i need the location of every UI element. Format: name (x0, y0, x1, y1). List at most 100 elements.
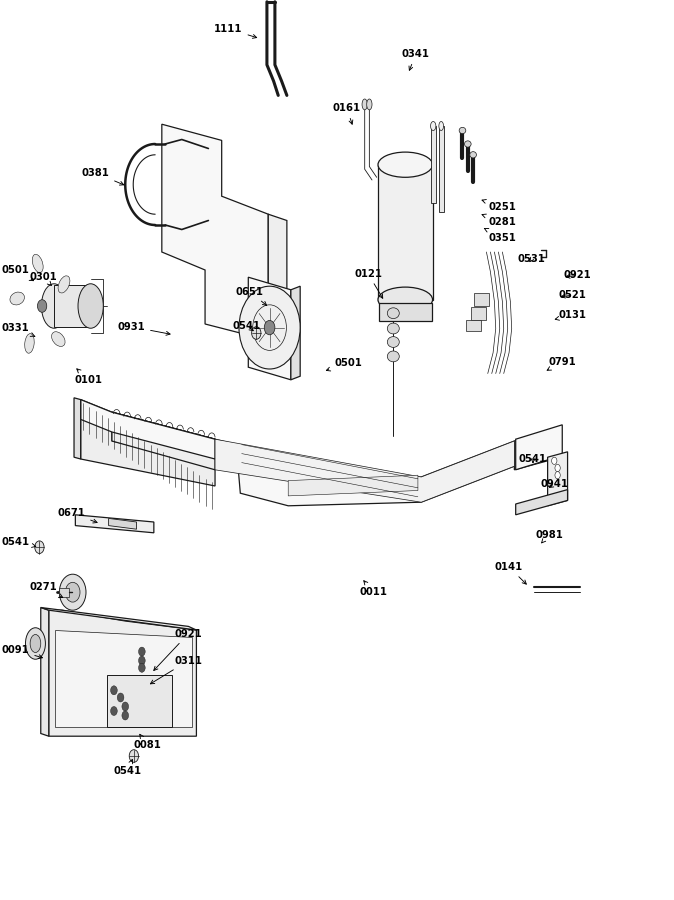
Text: 0121: 0121 (354, 268, 383, 298)
Polygon shape (378, 165, 433, 300)
Polygon shape (248, 277, 291, 380)
Polygon shape (74, 398, 81, 459)
FancyBboxPatch shape (474, 293, 489, 306)
Text: 0161: 0161 (333, 103, 361, 124)
Text: 0311: 0311 (150, 655, 202, 684)
Text: 0251: 0251 (482, 200, 516, 212)
Ellipse shape (25, 334, 34, 353)
Text: 0351: 0351 (485, 229, 516, 243)
Text: 0931: 0931 (117, 321, 170, 336)
Polygon shape (109, 518, 137, 529)
Ellipse shape (52, 332, 65, 347)
Polygon shape (268, 214, 287, 346)
Ellipse shape (30, 634, 40, 652)
Text: 0131: 0131 (555, 310, 587, 320)
Circle shape (122, 702, 129, 711)
Text: 0541: 0541 (519, 454, 547, 464)
Text: 0501: 0501 (1, 265, 34, 281)
Text: 0271: 0271 (30, 581, 63, 598)
Ellipse shape (459, 128, 466, 133)
Ellipse shape (464, 140, 471, 147)
Polygon shape (55, 630, 192, 727)
Circle shape (555, 464, 560, 472)
Circle shape (251, 327, 261, 339)
Ellipse shape (41, 284, 67, 328)
Text: 0651: 0651 (236, 286, 267, 305)
Circle shape (551, 457, 557, 464)
Polygon shape (514, 428, 561, 470)
Polygon shape (291, 286, 300, 380)
Circle shape (139, 656, 145, 665)
Text: 0141: 0141 (495, 562, 526, 584)
Text: 0541: 0541 (1, 536, 36, 547)
Text: 0671: 0671 (57, 508, 97, 523)
Ellipse shape (388, 308, 399, 319)
Ellipse shape (367, 99, 372, 110)
Polygon shape (215, 439, 514, 502)
Polygon shape (379, 303, 432, 321)
Circle shape (59, 574, 86, 610)
Ellipse shape (431, 122, 436, 130)
Polygon shape (40, 608, 49, 736)
Ellipse shape (470, 151, 477, 158)
Ellipse shape (388, 323, 399, 334)
Polygon shape (107, 675, 172, 727)
Polygon shape (431, 126, 436, 202)
Polygon shape (112, 412, 215, 470)
Text: 0331: 0331 (1, 322, 35, 337)
Text: 0091: 0091 (1, 644, 42, 659)
Circle shape (555, 472, 560, 479)
Text: 0541: 0541 (113, 760, 142, 777)
Text: 0941: 0941 (541, 479, 568, 490)
Circle shape (35, 541, 44, 554)
Text: 0081: 0081 (133, 734, 161, 751)
Polygon shape (288, 475, 418, 496)
Polygon shape (439, 126, 443, 212)
Ellipse shape (78, 284, 103, 328)
Ellipse shape (26, 628, 45, 659)
FancyBboxPatch shape (466, 320, 481, 331)
Text: 0011: 0011 (359, 580, 388, 598)
Polygon shape (40, 608, 196, 630)
Circle shape (117, 693, 124, 702)
Text: 0301: 0301 (30, 272, 57, 285)
Polygon shape (49, 610, 196, 736)
Text: 0541: 0541 (233, 320, 261, 331)
Polygon shape (81, 400, 215, 486)
Text: 0341: 0341 (402, 49, 430, 70)
Text: 0791: 0791 (547, 356, 576, 370)
Circle shape (129, 750, 139, 762)
Ellipse shape (362, 99, 367, 110)
Polygon shape (162, 124, 268, 340)
Text: 0281: 0281 (482, 214, 516, 228)
Text: 0531: 0531 (518, 254, 545, 265)
Text: 0981: 0981 (535, 529, 563, 543)
Ellipse shape (378, 152, 433, 177)
Circle shape (264, 320, 275, 335)
Polygon shape (516, 425, 562, 470)
Text: 0101: 0101 (75, 369, 102, 385)
Polygon shape (54, 285, 91, 327)
Circle shape (239, 286, 300, 369)
Ellipse shape (378, 287, 433, 312)
Text: 0501: 0501 (326, 357, 362, 371)
Text: 0921: 0921 (563, 270, 591, 281)
Ellipse shape (10, 292, 24, 305)
Ellipse shape (439, 122, 443, 130)
Circle shape (139, 663, 145, 672)
Polygon shape (516, 490, 568, 515)
Ellipse shape (388, 351, 399, 362)
Ellipse shape (388, 337, 399, 347)
Polygon shape (112, 412, 514, 506)
FancyBboxPatch shape (471, 307, 486, 320)
Polygon shape (75, 515, 154, 533)
Ellipse shape (58, 275, 70, 293)
Circle shape (65, 582, 80, 602)
Circle shape (139, 647, 145, 656)
Circle shape (111, 706, 117, 716)
FancyBboxPatch shape (59, 588, 69, 597)
Text: 0921: 0921 (154, 628, 202, 670)
Text: 0381: 0381 (82, 167, 124, 185)
Ellipse shape (32, 255, 43, 273)
Text: 1111: 1111 (214, 23, 257, 39)
